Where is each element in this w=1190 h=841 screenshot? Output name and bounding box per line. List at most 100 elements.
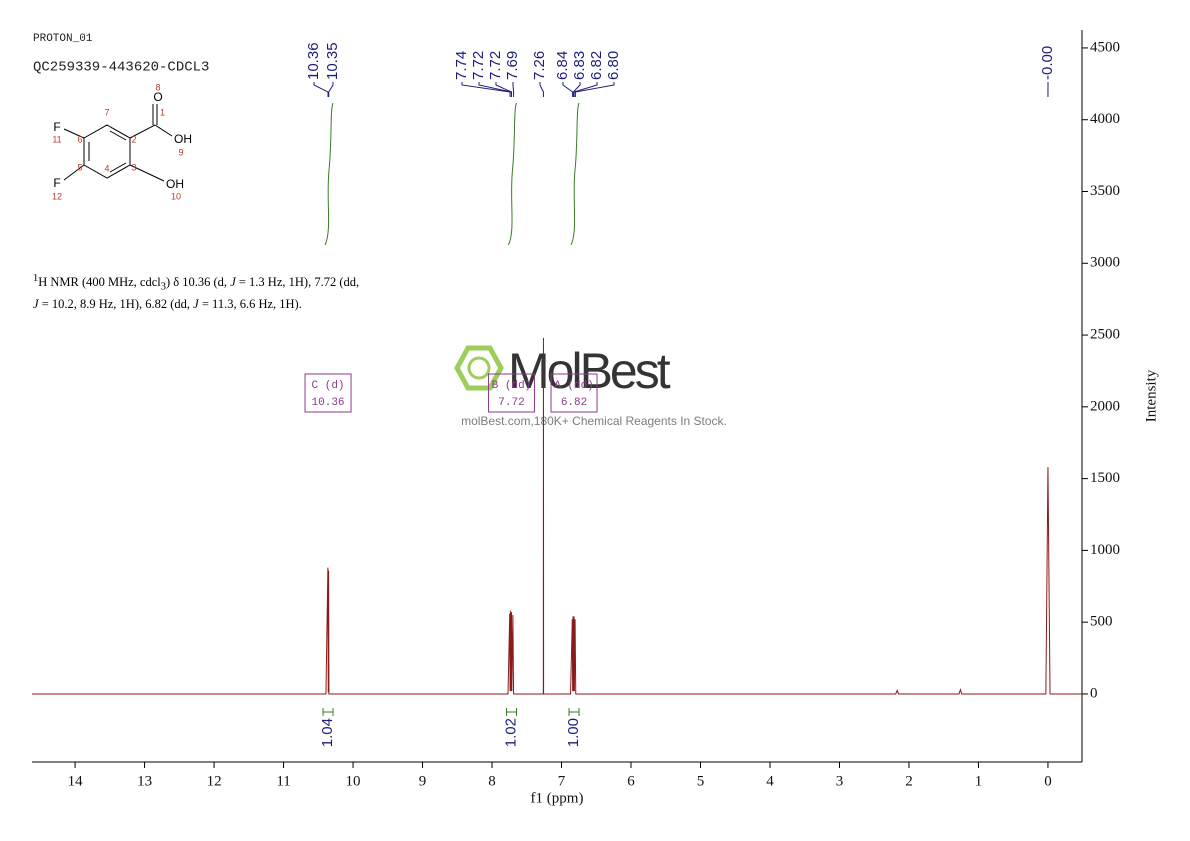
peak-connector xyxy=(313,82,329,97)
atom-number: 1 xyxy=(160,107,165,117)
x-axis-label: f1 (ppm) xyxy=(531,790,584,806)
y-tick-label: 3000 xyxy=(1090,255,1120,271)
integral-curve xyxy=(324,102,334,246)
peak-label: 6.82 xyxy=(588,51,605,80)
x-tick-label: 4 xyxy=(766,773,774,789)
atom: F xyxy=(53,176,60,190)
y-tick-label: 1500 xyxy=(1090,470,1120,486)
atom-number: 8 xyxy=(155,82,160,92)
peak-connector xyxy=(328,82,334,97)
brand: MolBest xyxy=(508,343,671,399)
logo xyxy=(454,345,504,391)
bond xyxy=(109,162,127,173)
integral-bracket xyxy=(568,708,580,716)
peak-label: 7.74 xyxy=(453,51,470,80)
atom-number: 6 xyxy=(77,134,82,144)
atom-number: 10 xyxy=(171,191,181,201)
integral-bracket xyxy=(322,708,334,716)
text: = 10.2, 8.9 Hz, 1H), 6.82 (dd, xyxy=(38,296,194,311)
integral-bracket xyxy=(505,708,517,716)
atom: OH xyxy=(174,132,192,146)
peak-label: 10.36 xyxy=(305,42,322,80)
text: J xyxy=(193,296,199,311)
integral-curve xyxy=(570,102,580,246)
y-axis-label: Intensity xyxy=(1143,369,1159,422)
peak-label: 10.35 xyxy=(324,42,341,80)
atom-number: 12 xyxy=(52,191,62,201)
multiplet-shift: 10.36 xyxy=(312,397,345,409)
peak-label: 6.84 xyxy=(554,51,571,80)
peak-label: 7.72 xyxy=(470,51,487,80)
peak-connector xyxy=(562,82,574,97)
multiplet-box xyxy=(304,373,352,413)
atom-number: 11 xyxy=(52,134,61,144)
peak-label: 7.69 xyxy=(504,51,521,80)
description: 1H NMR (400 MHz, cdcl3) δ 10.36 (d, J = … xyxy=(33,270,433,313)
multiplet-name: A (dd) xyxy=(554,380,594,392)
x-tick-label: 9 xyxy=(419,773,427,789)
sample-id: QC259339-443620-CDCL3 xyxy=(33,60,209,76)
x-tick-label: 1 xyxy=(975,773,983,789)
bond xyxy=(109,130,127,141)
integral-label: 1.00 xyxy=(565,718,582,747)
atom: F xyxy=(53,120,60,134)
tagline: molBest.com,180K+ Chemical Reagents In S… xyxy=(461,414,727,428)
atom-number: 9 xyxy=(178,147,183,157)
text: H NMR (400 MHz, cdcl xyxy=(38,275,161,290)
peak-label: -0.00 xyxy=(1039,46,1056,80)
x-tick-label: 14 xyxy=(68,773,84,789)
x-tick-label: 11 xyxy=(276,773,290,789)
multiplet-box xyxy=(487,373,535,413)
peak-connector xyxy=(574,82,615,97)
peak-connector xyxy=(573,82,598,97)
peak-connector xyxy=(495,82,512,97)
integral-curve xyxy=(508,102,517,246)
experiment: PROTON_01 xyxy=(33,33,93,45)
x-tick-label: 5 xyxy=(697,773,705,789)
bond xyxy=(63,128,85,139)
peak-connector xyxy=(539,82,544,97)
spectrum-line xyxy=(32,337,1082,695)
bond xyxy=(63,164,85,181)
y-tick-label: 4000 xyxy=(1090,111,1120,127)
atom-number: 3 xyxy=(131,162,136,172)
x-tick-label: 7 xyxy=(558,773,566,789)
text: 1 xyxy=(33,273,39,284)
multiplet-shift: 7.72 xyxy=(498,397,524,409)
y-tick-label: 2000 xyxy=(1090,398,1120,414)
x-tick-label: 10 xyxy=(346,773,361,789)
text: 3 xyxy=(160,281,166,293)
multiplet-box xyxy=(550,373,598,413)
atom: OH xyxy=(166,177,184,191)
text: J xyxy=(230,275,236,290)
multiplet-name: B (dd) xyxy=(492,380,532,392)
x-tick-label: 6 xyxy=(627,773,635,789)
text: J xyxy=(33,296,39,311)
peak-connector xyxy=(461,82,511,97)
peak-label: 6.80 xyxy=(605,51,622,80)
x-tick-label: 12 xyxy=(207,773,222,789)
peak-connector xyxy=(572,82,581,97)
bond xyxy=(129,124,156,139)
text: = 1.3 Hz, 1H), 7.72 (dd, xyxy=(235,275,360,290)
bond xyxy=(154,124,173,137)
atom-number: 2 xyxy=(131,134,136,144)
atom-number: 4 xyxy=(104,163,109,173)
logo xyxy=(467,356,491,380)
x-tick-label: 2 xyxy=(905,773,913,789)
peak-label: 6.83 xyxy=(571,51,588,80)
x-tick-label: 8 xyxy=(488,773,496,789)
y-tick-label: 500 xyxy=(1090,614,1113,630)
structure xyxy=(63,104,173,182)
y-tick-label: 4500 xyxy=(1090,39,1120,55)
peak-connector xyxy=(512,82,515,97)
y-tick-label: 1000 xyxy=(1090,542,1120,558)
watermark: MolBest molBest.com,180K+ Chemical Reage… xyxy=(454,343,727,428)
peak-label: 7.72 xyxy=(487,51,504,80)
multiplet-shift: 6.82 xyxy=(561,397,587,409)
peak-label: 7.26 xyxy=(531,51,548,80)
bond xyxy=(129,164,165,182)
y-tick-label: 2500 xyxy=(1090,326,1120,342)
